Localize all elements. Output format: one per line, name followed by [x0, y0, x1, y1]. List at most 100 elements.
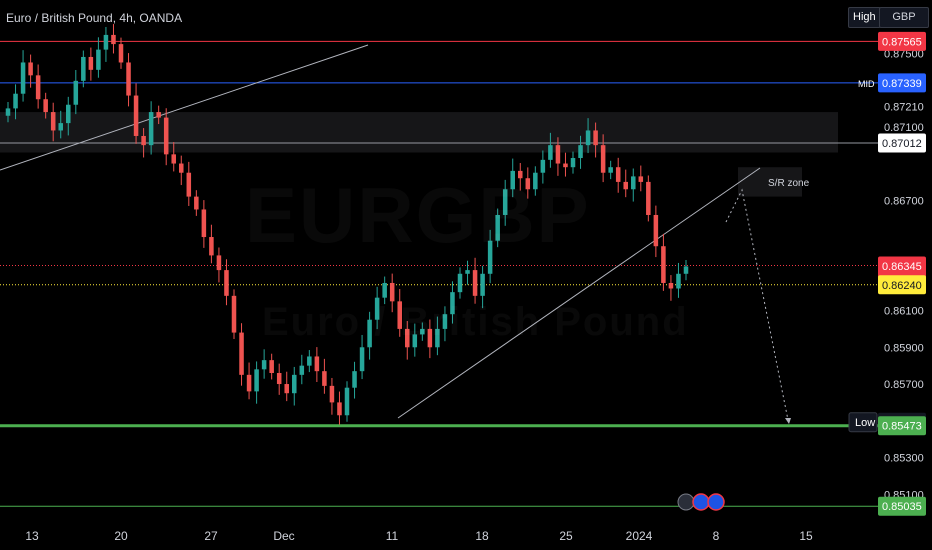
candle-body: [224, 270, 229, 296]
candle-body: [359, 347, 365, 372]
candle-body: [148, 112, 154, 146]
candle-body: [329, 385, 335, 403]
high-badge[interactable]: High: [848, 7, 881, 28]
candle-body: [194, 196, 199, 210]
candle-body: [66, 104, 71, 124]
candle-body: [337, 402, 342, 416]
candle-body: [156, 112, 161, 118]
horizontal-lines-layer: [0, 40, 878, 507]
projection-arrow: [725, 188, 789, 421]
candle-body: [570, 158, 576, 168]
y-tick-label: 0.85300: [884, 453, 924, 465]
price-tag-box: [878, 275, 926, 295]
y-tick-label: 0.87100: [884, 122, 924, 134]
candle-body: [103, 34, 109, 50]
y-tick-label: 0.86100: [884, 306, 924, 318]
candle-body: [405, 328, 410, 348]
candle-body: [593, 130, 598, 146]
candle-body: [442, 314, 448, 329]
candle-body: [13, 93, 18, 109]
candle-body: [118, 44, 124, 63]
price-tag-box: [878, 31, 926, 51]
candle-body: [465, 270, 470, 274]
x-tick-label: 11: [386, 529, 399, 543]
candle-body: [96, 49, 101, 70]
candle-body: [450, 292, 455, 315]
zone-rect: [738, 167, 802, 197]
candle-body: [314, 356, 320, 372]
candle-body: [186, 172, 192, 197]
candle-body: [133, 95, 139, 136]
candle-body: [269, 360, 274, 374]
candle-body: [502, 189, 508, 215]
y-tick-label: 0.86700: [884, 195, 924, 207]
candle-body: [578, 145, 583, 159]
price-tag-box: [878, 416, 926, 436]
candle-body: [141, 135, 146, 146]
x-tick-label: 2024: [626, 529, 653, 543]
candle-body: [43, 99, 48, 113]
candle-body: [615, 167, 621, 182]
candle-body: [299, 365, 305, 375]
event-icons[interactable]: [677, 493, 725, 511]
candle-body: [111, 34, 116, 45]
projection-arrowhead: [785, 418, 791, 424]
candle-body: [5, 108, 11, 116]
x-tick-label: 20: [114, 529, 128, 543]
candle-body: [420, 328, 425, 335]
x-tick-label: 27: [204, 529, 218, 543]
x-tick-label: 18: [475, 529, 489, 543]
x-tick-label: 15: [799, 529, 813, 543]
trendlines-layer: [0, 44, 791, 424]
eu-flag-event-icon: [692, 493, 710, 511]
candle-body: [382, 282, 387, 298]
price-tag-box: [878, 496, 926, 516]
price-tag-box: [878, 73, 926, 93]
candle-body: [374, 297, 380, 320]
candle-body: [427, 328, 433, 348]
candle-body: [81, 56, 86, 81]
candle-body: [487, 240, 493, 274]
candle-body: [209, 237, 214, 256]
zones-layer: S/R zone: [0, 112, 838, 197]
candle-body: [201, 209, 207, 238]
candle-body: [231, 295, 237, 333]
candle-body: [480, 273, 485, 296]
candle-body: [88, 56, 94, 70]
candle-body: [472, 270, 478, 296]
candle-body: [457, 273, 463, 293]
upper-trendline: [0, 44, 369, 171]
y-tick-label: 0.85900: [884, 342, 924, 354]
candle-body: [20, 62, 26, 94]
candle-body: [510, 170, 515, 190]
low-label: Low: [855, 417, 875, 429]
price-tag-value: 0.85473: [882, 421, 922, 433]
price-tag-value: 0.87012: [882, 138, 922, 150]
currency-button[interactable]: GBP: [879, 7, 929, 28]
candle-body: [73, 80, 79, 105]
candle-body: [254, 369, 259, 392]
candle-body: [585, 130, 591, 146]
candle-body: [608, 167, 613, 173]
candle-body: [653, 214, 659, 247]
price-tags: 0.875650.87339MID0.870120.8634501:06:270…: [848, 31, 926, 516]
candle-body: [548, 145, 553, 160]
zone-rect: [0, 112, 838, 153]
candle-body: [50, 112, 56, 131]
candle-body: [683, 266, 689, 274]
price-tag-box: [878, 133, 926, 153]
ascending-trendline: [397, 167, 761, 419]
low-label-box: [848, 412, 878, 433]
candle-body: [563, 163, 568, 168]
price-tag-value: 0.86240: [882, 280, 922, 292]
candle-body: [661, 246, 666, 283]
candle-body: [600, 145, 606, 173]
price-tag-value: 0.85035: [882, 501, 922, 513]
candle-body: [171, 154, 176, 164]
candle-body: [246, 374, 252, 392]
candle-body: [239, 332, 244, 375]
candle-body: [495, 214, 500, 241]
candle-body: [28, 62, 33, 76]
candle-body: [631, 176, 636, 190]
